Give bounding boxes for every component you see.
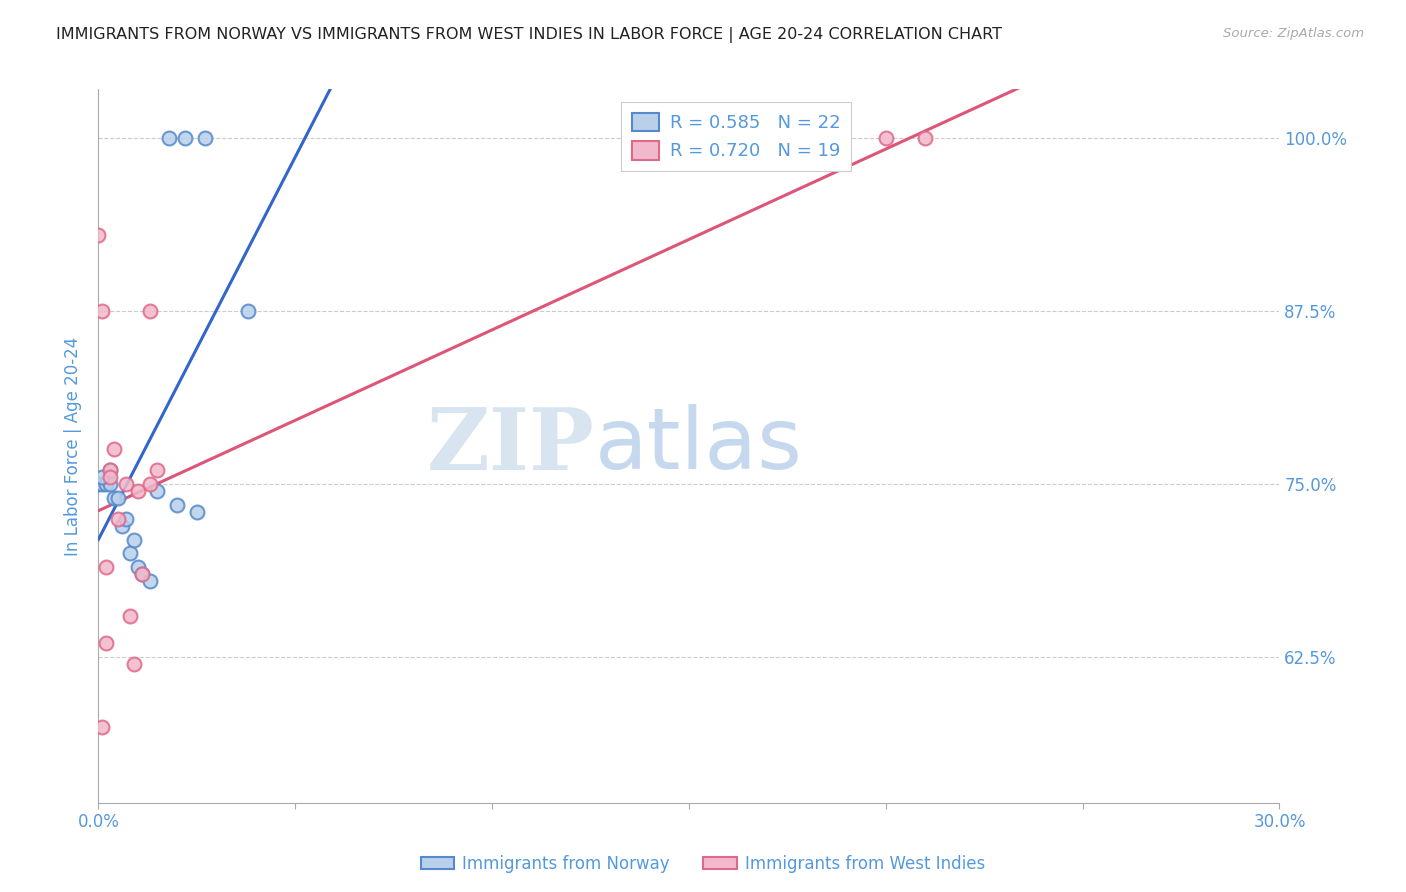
Point bbox=[87, 477, 110, 491]
Point bbox=[91, 477, 114, 491]
Point bbox=[87, 227, 110, 242]
Point bbox=[138, 574, 160, 588]
Text: Source: ZipAtlas.com: Source: ZipAtlas.com bbox=[1223, 27, 1364, 40]
Point bbox=[122, 657, 145, 672]
Point bbox=[103, 491, 125, 505]
Point bbox=[115, 477, 138, 491]
Point bbox=[236, 304, 259, 318]
Point bbox=[122, 533, 145, 547]
Point bbox=[111, 518, 134, 533]
Point bbox=[107, 512, 129, 526]
Point bbox=[96, 477, 118, 491]
Point bbox=[96, 636, 118, 650]
Point bbox=[91, 304, 114, 318]
Point bbox=[166, 498, 188, 512]
Text: atlas: atlas bbox=[595, 404, 803, 488]
Point bbox=[98, 463, 121, 477]
Legend: R = 0.585   N = 22, R = 0.720   N = 19: R = 0.585 N = 22, R = 0.720 N = 19 bbox=[621, 102, 851, 171]
Point bbox=[127, 483, 149, 498]
Point bbox=[98, 477, 121, 491]
Point bbox=[157, 130, 180, 145]
Point bbox=[98, 463, 121, 477]
Text: ZIP: ZIP bbox=[426, 404, 595, 488]
Point bbox=[103, 442, 125, 457]
Point bbox=[174, 130, 197, 145]
Text: IMMIGRANTS FROM NORWAY VS IMMIGRANTS FROM WEST INDIES IN LABOR FORCE | AGE 20-24: IMMIGRANTS FROM NORWAY VS IMMIGRANTS FRO… bbox=[56, 27, 1002, 43]
Point bbox=[98, 470, 121, 484]
Point bbox=[118, 608, 141, 623]
Legend: Immigrants from Norway, Immigrants from West Indies: Immigrants from Norway, Immigrants from … bbox=[413, 848, 993, 880]
Point bbox=[96, 560, 118, 574]
Point bbox=[131, 567, 153, 582]
Point bbox=[186, 505, 208, 519]
Point bbox=[146, 463, 169, 477]
Point bbox=[118, 546, 141, 560]
Point bbox=[115, 512, 138, 526]
Point bbox=[138, 304, 160, 318]
Point bbox=[146, 483, 169, 498]
Point bbox=[127, 560, 149, 574]
Point bbox=[194, 130, 217, 145]
Point bbox=[875, 130, 897, 145]
Point bbox=[107, 491, 129, 505]
Point bbox=[91, 470, 114, 484]
Y-axis label: In Labor Force | Age 20-24: In Labor Force | Age 20-24 bbox=[65, 336, 83, 556]
Point bbox=[91, 720, 114, 734]
Point bbox=[131, 567, 153, 582]
Point bbox=[138, 477, 160, 491]
Point bbox=[914, 130, 936, 145]
